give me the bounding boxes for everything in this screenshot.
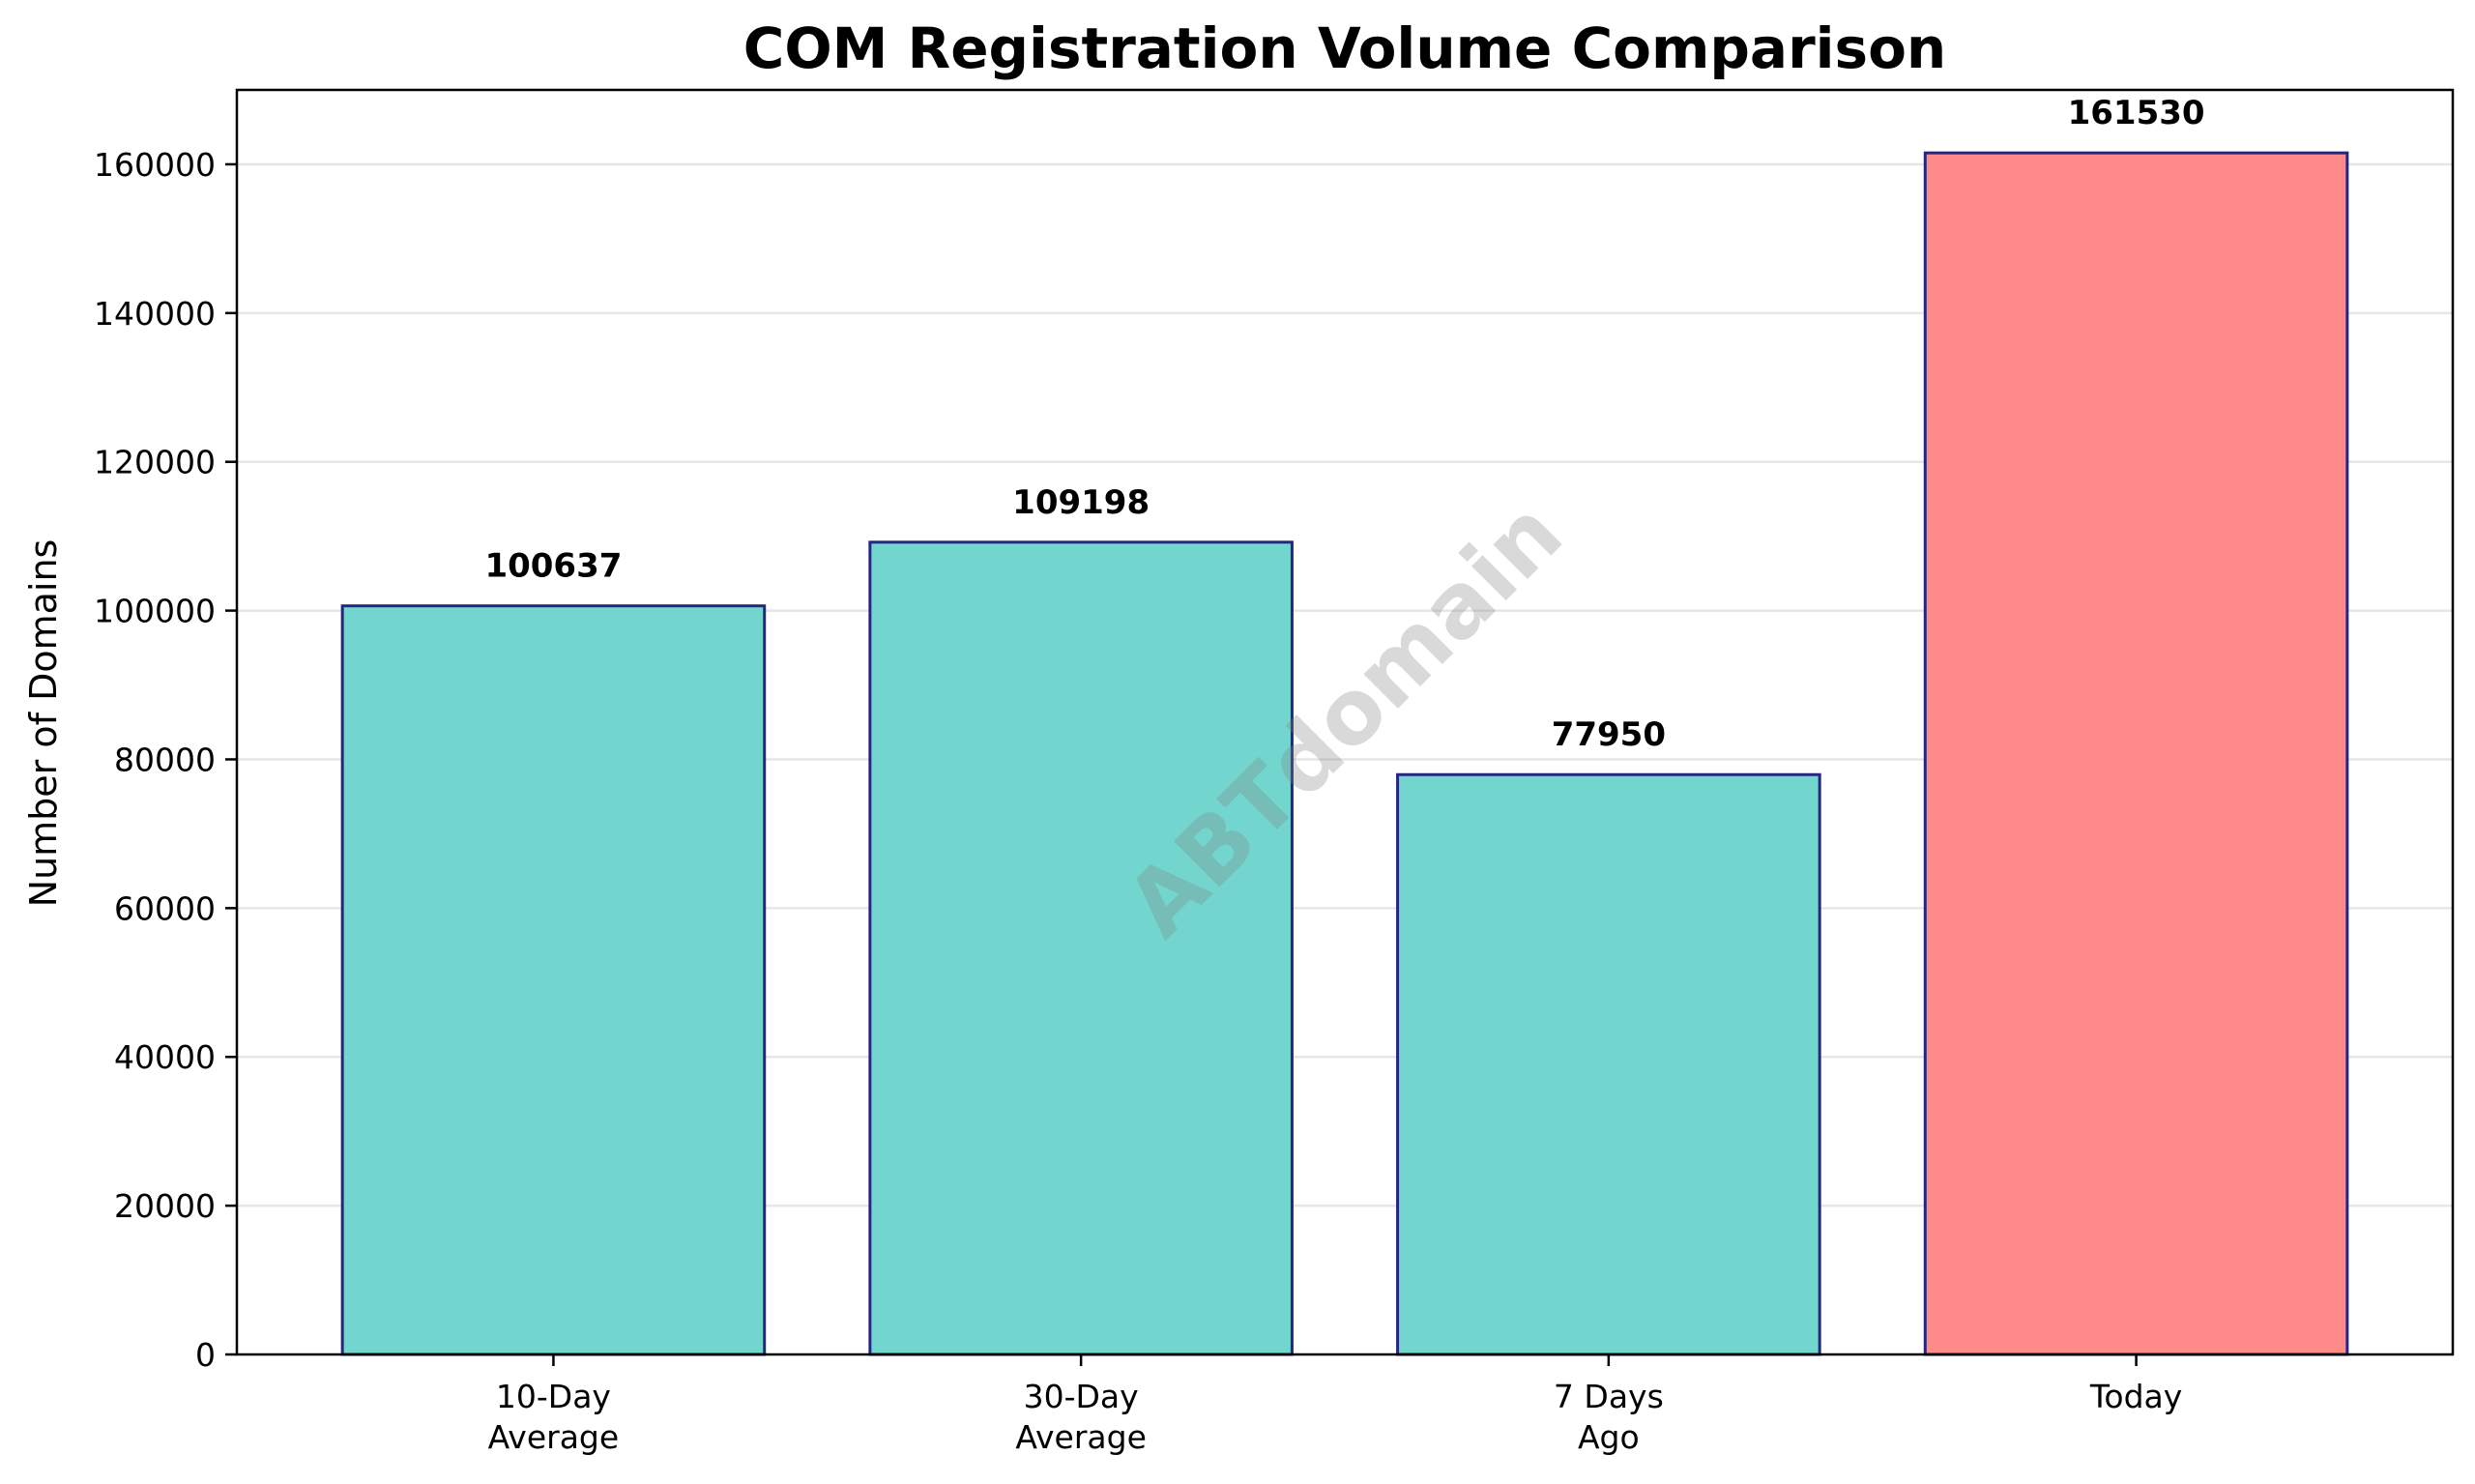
chart-title: COM Registration Volume Comparison	[743, 15, 1946, 81]
y-axis-label: Number of Domains	[22, 539, 65, 908]
bar-value-label: 109198	[1012, 483, 1150, 522]
x-tick-label-line: 7 Days	[1554, 1378, 1664, 1415]
y-tick-label: 120000	[94, 444, 216, 481]
y-tick-label: 0	[195, 1336, 216, 1374]
x-tick-label-line: Ago	[1578, 1418, 1640, 1456]
bar-value-label: 100637	[484, 547, 622, 586]
x-tick-label-line: 30-Day	[1024, 1378, 1139, 1415]
x-tick-label: 10-Day Average	[488, 1378, 620, 1456]
x-tick-label: 7 Days Ago	[1554, 1378, 1664, 1456]
plot-frame	[235, 88, 2455, 1356]
y-tick-label: 80000	[114, 741, 216, 778]
y-tick-label: 60000	[114, 889, 216, 927]
bar-value-label: 161530	[2068, 94, 2205, 132]
x-tick-label: Today	[2089, 1378, 2182, 1415]
bars	[340, 151, 2349, 1356]
x-tick-label-line: 10-Day	[496, 1378, 611, 1415]
bar	[1396, 772, 1821, 1356]
bar	[868, 540, 1294, 1356]
y-tick-label: 40000	[114, 1038, 216, 1076]
value-labels: 100637 109198 77950 161530	[484, 94, 2204, 754]
bar-value-label: 77950	[1552, 715, 1666, 754]
y-axis-ticks: 0 20000 40000 60000 80000 100000 120000 140000 1…	[94, 146, 237, 1374]
y-tick-label: 100000	[94, 593, 216, 630]
y-tick-label: 160000	[94, 146, 216, 184]
bar	[340, 604, 767, 1356]
y-tick-label: 140000	[94, 295, 216, 333]
x-tick-label-line: Today	[2089, 1378, 2182, 1415]
x-tick-label-line: Average	[488, 1418, 620, 1456]
y-tick-label: 20000	[114, 1187, 216, 1225]
x-tick-label: 30-Day Average	[1015, 1378, 1147, 1456]
bar	[1923, 151, 2349, 1356]
x-tick-label-line: Average	[1015, 1418, 1147, 1456]
